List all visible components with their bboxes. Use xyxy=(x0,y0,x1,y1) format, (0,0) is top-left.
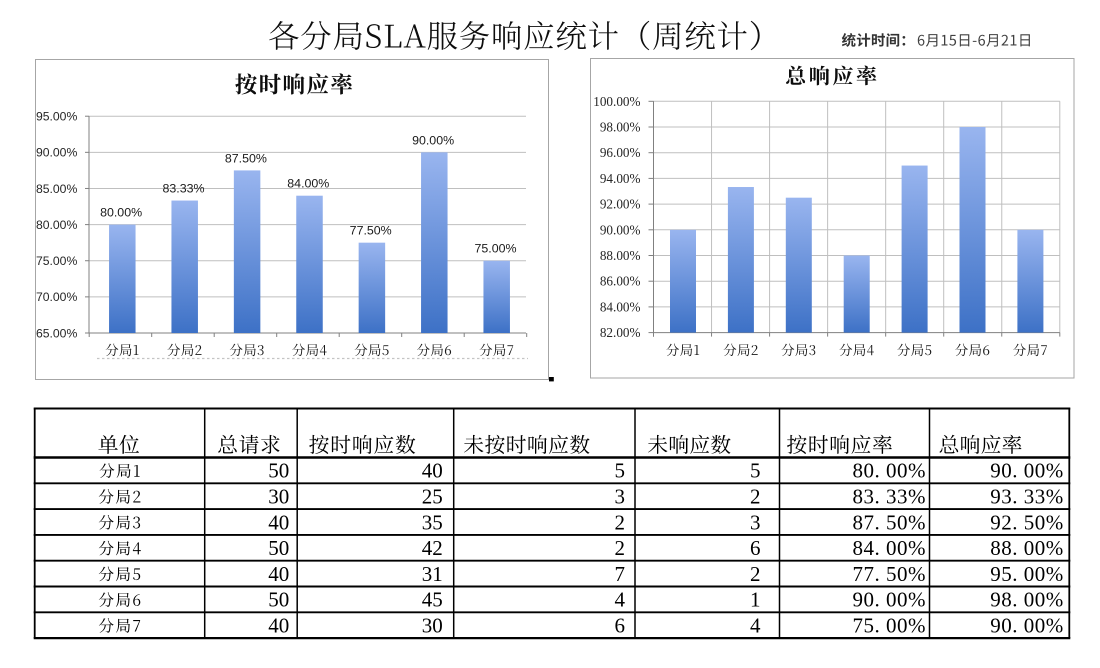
svg-text:4: 4 xyxy=(750,614,761,638)
svg-text:100.00%: 100.00% xyxy=(593,94,640,109)
svg-text:75.00%: 75.00% xyxy=(36,254,77,268)
svg-text:95.00%: 95.00% xyxy=(36,110,77,124)
svg-text:4: 4 xyxy=(615,588,626,612)
svg-text:93. 33%: 93. 33% xyxy=(990,485,1064,509)
svg-text:80.00%: 80.00% xyxy=(100,206,142,220)
svg-text:1: 1 xyxy=(750,588,761,612)
svg-text:50: 50 xyxy=(268,459,289,483)
svg-text:31: 31 xyxy=(422,562,443,586)
svg-text:88. 00%: 88. 00% xyxy=(990,536,1064,560)
svg-text:83.33%: 83.33% xyxy=(162,182,204,196)
svg-text:42: 42 xyxy=(422,536,443,560)
svg-text:45: 45 xyxy=(422,588,443,612)
svg-text:90. 00%: 90. 00% xyxy=(990,459,1064,483)
svg-text:94.00%: 94.00% xyxy=(600,171,641,186)
svg-text:40: 40 xyxy=(268,562,289,586)
svg-text:86.00%: 86.00% xyxy=(600,274,641,289)
svg-text:88.00%: 88.00% xyxy=(600,248,641,263)
svg-text:30: 30 xyxy=(422,614,443,638)
svg-text:2: 2 xyxy=(750,485,761,509)
svg-text:83. 33%: 83. 33% xyxy=(853,485,927,509)
svg-text:84.00%: 84.00% xyxy=(600,299,641,314)
svg-text:98.00%: 98.00% xyxy=(600,120,641,135)
svg-text:87. 50%: 87. 50% xyxy=(853,510,927,534)
svg-text:90. 00%: 90. 00% xyxy=(853,588,927,612)
svg-text:92. 50%: 92. 50% xyxy=(990,510,1064,534)
svg-text:25: 25 xyxy=(422,485,443,509)
svg-text:30: 30 xyxy=(268,485,289,509)
svg-text:75. 00%: 75. 00% xyxy=(853,614,927,638)
svg-text:5: 5 xyxy=(615,459,626,483)
svg-text:90.00%: 90.00% xyxy=(600,222,641,237)
svg-text:82.00%: 82.00% xyxy=(600,325,641,340)
svg-text:84.00%: 84.00% xyxy=(287,177,329,191)
svg-text:40: 40 xyxy=(422,459,443,483)
svg-text:40: 40 xyxy=(268,510,289,534)
svg-text:95. 00%: 95. 00% xyxy=(990,562,1064,586)
svg-text:6: 6 xyxy=(615,614,626,638)
svg-text:35: 35 xyxy=(422,510,443,534)
svg-text:50: 50 xyxy=(268,536,289,560)
svg-text:90.00%: 90.00% xyxy=(36,146,77,160)
svg-text:75.00%: 75.00% xyxy=(474,242,516,256)
svg-text:90.00%: 90.00% xyxy=(412,133,454,147)
svg-text:70.00%: 70.00% xyxy=(36,290,77,304)
svg-text:2: 2 xyxy=(615,536,626,560)
svg-text:2: 2 xyxy=(615,510,626,534)
svg-text:40: 40 xyxy=(268,614,289,638)
svg-text:77. 50%: 77. 50% xyxy=(853,562,927,586)
svg-text:85.00%: 85.00% xyxy=(36,182,77,196)
svg-text:96.00%: 96.00% xyxy=(600,145,641,160)
svg-text:77.50%: 77.50% xyxy=(350,224,392,238)
svg-text:50: 50 xyxy=(268,588,289,612)
svg-text:3: 3 xyxy=(615,485,626,509)
svg-text:90. 00%: 90. 00% xyxy=(990,614,1064,638)
svg-text:3: 3 xyxy=(750,510,761,534)
svg-text:87.50%: 87.50% xyxy=(225,151,267,165)
svg-text:65.00%: 65.00% xyxy=(36,326,77,340)
svg-text:80.00%: 80.00% xyxy=(36,218,77,232)
svg-text:2: 2 xyxy=(750,562,761,586)
svg-text:98. 00%: 98. 00% xyxy=(990,588,1064,612)
svg-text:6: 6 xyxy=(750,536,761,560)
svg-text:84. 00%: 84. 00% xyxy=(853,536,927,560)
svg-text:80. 00%: 80. 00% xyxy=(853,459,927,483)
svg-text:92.00%: 92.00% xyxy=(600,197,641,212)
svg-text:5: 5 xyxy=(750,459,761,483)
svg-text:7: 7 xyxy=(615,562,626,586)
